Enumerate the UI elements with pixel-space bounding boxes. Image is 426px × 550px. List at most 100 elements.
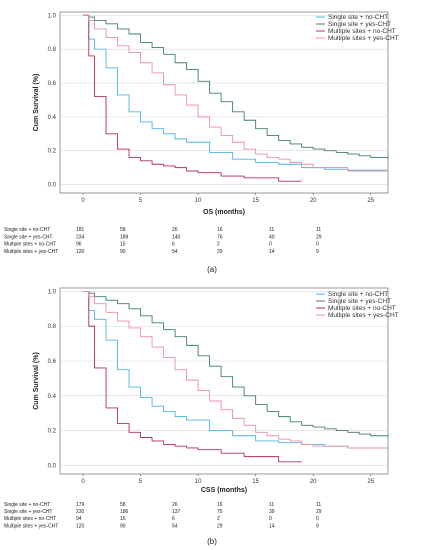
legend-entry: Multiple sites + no-CHT — [328, 28, 396, 35]
risk-cell: 140 — [172, 234, 181, 240]
x-tick-label: 0 — [81, 479, 85, 485]
risk-cell: 29 — [316, 509, 322, 515]
risk-cell: 2 — [217, 242, 220, 248]
survival-curve-single-yes — [83, 291, 389, 438]
risk-row-label: Single site + yes-CHT — [4, 509, 53, 515]
x-tick-label: 15 — [252, 479, 259, 485]
risk-cell: 0 — [316, 242, 319, 248]
y-tick-label: 0.2 — [48, 149, 57, 155]
y-tick-label: 1.0 — [48, 13, 57, 19]
risk-cell: 39 — [269, 509, 275, 515]
risk-cell: 11 — [269, 502, 274, 508]
survival-curve-single-no — [83, 14, 388, 171]
risk-cell: 186 — [120, 509, 129, 515]
y-axis-title: Cum Survival (%) — [33, 352, 40, 410]
survival-curve-multi-yes — [83, 14, 388, 172]
risk-cell: 230 — [76, 509, 85, 515]
risk-cell: 29 — [316, 234, 322, 240]
risk-cell: 54 — [172, 249, 178, 255]
legend-entry: Multiple sites + yes-CHT — [328, 35, 399, 42]
y-tick-label: 0.6 — [48, 359, 57, 365]
risk-cell: 26 — [172, 502, 178, 508]
risk-cell: 29 — [217, 523, 223, 529]
y-tick-label: 0.6 — [48, 81, 57, 87]
risk-cell: 189 — [120, 234, 129, 240]
risk-cell: 76 — [217, 234, 223, 240]
risk-cell: 11 — [269, 227, 274, 233]
risk-cell: 14 — [269, 249, 275, 255]
risk-cell: 0 — [269, 242, 272, 248]
legend-entry: Single site + no-CHT — [328, 291, 388, 298]
risk-cell: 15 — [120, 516, 126, 522]
risk-row-label: Multiple sites + no-CHT — [4, 516, 56, 522]
risk-cell: 179 — [76, 502, 85, 508]
risk-cell: 58 — [120, 502, 126, 508]
risk-cell: 16 — [217, 502, 223, 508]
risk-cell: 120 — [76, 249, 85, 255]
risk-cell: 6 — [172, 242, 175, 248]
survival-curve-single-yes — [83, 14, 389, 160]
risk-row-label: Single site + no-CHT — [4, 227, 50, 233]
y-tick-label: 0.4 — [48, 394, 57, 400]
y-tick-label: 0.2 — [48, 429, 57, 435]
x-tick-label: 25 — [367, 198, 374, 204]
risk-cell: 14 — [269, 523, 275, 529]
legend-entry: Single site + yes-CHT — [328, 298, 391, 305]
x-axis-title: OS (months) — [203, 209, 245, 216]
risk-cell: 0 — [269, 516, 272, 522]
risk-cell: 6 — [172, 516, 175, 522]
x-axis-title: CSS (months) — [201, 487, 247, 494]
legend-entry: Multiple sites + yes-CHT — [328, 312, 399, 319]
legend-entry: Multiple sites + no-CHT — [328, 305, 396, 312]
y-tick-label: 0.8 — [48, 47, 57, 53]
risk-cell: 29 — [217, 249, 223, 255]
x-tick-label: 5 — [139, 479, 143, 485]
risk-cell: 26 — [172, 227, 178, 233]
risk-cell: 234 — [76, 234, 85, 240]
risk-cell: 58 — [120, 227, 126, 233]
survival-curve-multi-no — [83, 14, 302, 182]
legend-entry: Single site + yes-CHT — [328, 21, 391, 28]
risk-cell: 90 — [120, 249, 126, 255]
y-tick-label: 0.0 — [48, 463, 57, 469]
plot-area — [59, 287, 389, 475]
risk-cell: 94 — [76, 516, 82, 522]
risk-cell: 16 — [217, 227, 223, 233]
panel-caption: (b) — [207, 537, 217, 546]
risk-cell: 181 — [76, 227, 85, 233]
panel-caption: (a) — [207, 265, 217, 274]
risk-cell: 40 — [269, 234, 275, 240]
risk-row-label: Multiple sites + yes-CHT — [4, 523, 58, 529]
x-tick-label: 5 — [139, 198, 143, 204]
legend-entry: Single site + no-CHT — [328, 14, 388, 21]
risk-cell: 54 — [172, 523, 178, 529]
x-tick-label: 0 — [81, 198, 85, 204]
risk-row-label: Single site + no-CHT — [4, 502, 50, 508]
risk-cell: 2 — [217, 516, 220, 522]
y-tick-label: 0.4 — [48, 115, 57, 121]
x-tick-label: 25 — [367, 479, 374, 485]
risk-row-label: Single site + yes-CHT — [4, 234, 53, 240]
risk-cell: 9 — [316, 249, 319, 255]
risk-cell: 75 — [217, 509, 223, 515]
x-tick-label: 10 — [195, 479, 202, 485]
risk-cell: 11 — [316, 227, 321, 233]
plot-area — [59, 11, 389, 194]
risk-cell: 9 — [316, 523, 319, 529]
y-axis-title: Cum Survival (%) — [33, 74, 40, 132]
x-tick-label: 15 — [252, 198, 259, 204]
risk-cell: 96 — [76, 242, 82, 248]
survival-curve-multi-no — [83, 291, 302, 463]
risk-cell: 90 — [120, 523, 126, 529]
risk-row-label: Multiple sites + no-CHT — [4, 242, 56, 248]
risk-row-label: Multiple sites + yes-CHT — [4, 249, 58, 255]
risk-cell: 137 — [172, 509, 181, 515]
risk-cell: 11 — [316, 502, 321, 508]
x-tick-label: 20 — [310, 479, 317, 485]
survival-curve-multi-yes — [83, 291, 388, 449]
risk-cell: 120 — [76, 523, 85, 529]
y-tick-label: 0.0 — [48, 183, 57, 189]
risk-cell: 15 — [120, 242, 126, 248]
